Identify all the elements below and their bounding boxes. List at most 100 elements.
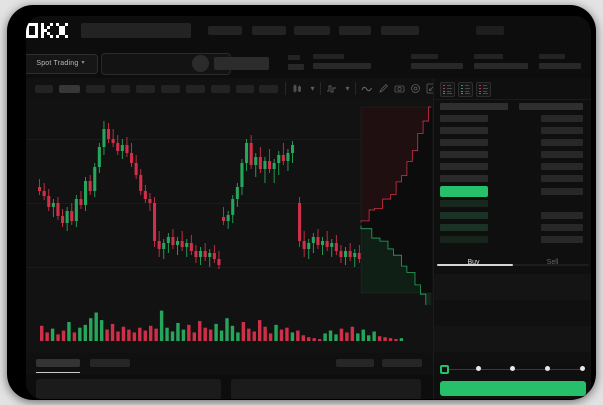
okx-logo[interactable] <box>26 23 68 38</box>
stat-24h-volume <box>539 54 581 69</box>
order-total-field[interactable] <box>434 326 591 353</box>
slider-tick-50[interactable] <box>510 366 515 371</box>
slider-handle[interactable] <box>440 365 449 374</box>
search-input[interactable] <box>81 23 191 38</box>
trading-mode-button[interactable]: Spot Trading ▾ <box>26 54 98 74</box>
orderbook-ask-row[interactable] <box>440 115 488 122</box>
orderbook-header-left <box>440 103 508 110</box>
orderbook-layout-toggles <box>434 78 591 100</box>
orderbook-ask-row[interactable] <box>440 139 488 146</box>
bottom-panel-right[interactable] <box>231 379 421 399</box>
chevron-down-icon: ▾ <box>81 60 85 66</box>
orderbook-ask-size <box>541 175 583 182</box>
app-screen: Spot Trading ▾ ▾ <box>26 16 591 399</box>
orderbook-scrollbar-track <box>437 264 589 266</box>
orderbook-bid-row[interactable] <box>440 236 488 243</box>
orderbook-spread-size <box>541 188 583 195</box>
orderbook-layout-asks-icon[interactable] <box>476 82 491 97</box>
orderbook-bid-row[interactable] <box>440 224 488 231</box>
nav-item-2[interactable] <box>252 26 286 35</box>
order-book-depth-chart <box>360 106 433 305</box>
orderbook-ask-size <box>541 139 583 146</box>
order-fee-row <box>434 352 591 364</box>
active-tab-underline <box>36 372 80 373</box>
orderbook-ask-row[interactable] <box>440 175 488 182</box>
chevron-down-icon[interactable]: ▾ <box>310 84 315 93</box>
pair-select[interactable]: ▾ <box>101 53 231 75</box>
drawing-pencil-icon[interactable] <box>378 83 389 94</box>
tab-buy[interactable]: Buy <box>467 259 480 266</box>
market-pair-bar: Spot Trading▾ ▾ <box>26 47 591 78</box>
slider-tick-25[interactable] <box>476 366 481 371</box>
orderbook-bid-row[interactable] <box>440 212 488 219</box>
orderbook-ask-size <box>541 163 583 170</box>
nav-item-6[interactable] <box>476 26 504 35</box>
orderbook-bid-size <box>541 236 583 243</box>
orders-panels <box>26 375 433 399</box>
orderbook-bid-size <box>541 212 583 219</box>
order-amount-field[interactable] <box>434 300 591 327</box>
top-navigation-bar <box>26 16 591 47</box>
orderbook-header-right <box>519 103 583 110</box>
nav-item-1[interactable] <box>208 26 242 35</box>
stat-24h-low <box>474 54 528 69</box>
nav-item-3[interactable] <box>294 26 330 35</box>
orderbook-ask-size <box>541 151 583 158</box>
device-bezel: Spot Trading ▾ ▾ <box>7 5 596 400</box>
coin-avatar <box>192 55 209 72</box>
timeframe-2[interactable] <box>59 85 80 93</box>
orderbook-ask-row[interactable] <box>440 127 488 134</box>
orderbook-ask-row[interactable] <box>440 151 488 158</box>
settings-gear-icon[interactable] <box>410 83 421 94</box>
orderbook-ask-row[interactable] <box>440 163 488 170</box>
tab-open-orders[interactable] <box>36 359 80 367</box>
order-amount-slider[interactable] <box>440 365 586 375</box>
orderbook-trade-panel: Buy Sell <box>433 78 591 399</box>
orderbook-layout-bids-icon[interactable] <box>458 82 473 97</box>
orderbook-bid-row[interactable] <box>440 200 488 207</box>
orderbook-ask-size <box>541 115 583 122</box>
volume-histogram <box>26 305 433 353</box>
bottom-panel-left[interactable] <box>36 379 221 399</box>
timeframe-6[interactable] <box>161 85 180 93</box>
candlestick-type-icon[interactable] <box>292 83 303 94</box>
pair-name-label <box>214 57 269 70</box>
chevron-down-icon[interactable]: ▾ <box>345 84 350 93</box>
tab-order-history[interactable] <box>90 359 130 367</box>
nav-item-4[interactable] <box>339 26 371 35</box>
orderbook-scrollbar[interactable] <box>437 264 513 266</box>
line-chart-icon[interactable] <box>361 83 372 94</box>
place-buy-order-button[interactable] <box>440 381 586 396</box>
timeframe-4[interactable] <box>111 85 130 93</box>
timeframe-5[interactable] <box>136 85 155 93</box>
stat-last-price <box>288 55 304 70</box>
timeframe-9[interactable] <box>236 85 254 93</box>
orderbook-bid-size <box>541 224 583 231</box>
timeframe-3[interactable] <box>86 85 105 93</box>
buy-sell-tabs: Buy Sell <box>434 252 591 275</box>
action-2[interactable] <box>382 359 422 367</box>
orders-tab-bar <box>26 353 433 375</box>
slider-tick-75[interactable] <box>545 366 550 371</box>
stat-24h-change <box>313 54 371 69</box>
indicators-icon[interactable] <box>326 83 337 94</box>
order-price-field[interactable] <box>434 274 591 301</box>
price-candlestick-chart[interactable] <box>26 99 433 305</box>
nav-item-5[interactable] <box>381 26 419 35</box>
volume-bars <box>40 310 404 341</box>
orderbook-layout-both-icon[interactable] <box>440 82 455 97</box>
candlestick-series <box>38 121 366 269</box>
stat-24h-high <box>411 54 463 69</box>
timeframe-7[interactable] <box>186 85 205 93</box>
orderbook-ask-size <box>541 127 583 134</box>
slider-tick-100[interactable] <box>580 366 585 371</box>
trading-mode-label: Spot Trading <box>36 60 79 67</box>
tab-sell[interactable]: Sell <box>546 259 559 266</box>
timeframe-8[interactable] <box>211 85 230 93</box>
camera-snapshot-icon[interactable] <box>394 83 405 94</box>
timeframe-10[interactable] <box>259 85 278 93</box>
orderbook-rows[interactable] <box>434 99 591 266</box>
orderbook-spread-row <box>440 186 488 197</box>
action-1[interactable] <box>336 359 374 367</box>
timeframe-1[interactable] <box>35 85 53 93</box>
